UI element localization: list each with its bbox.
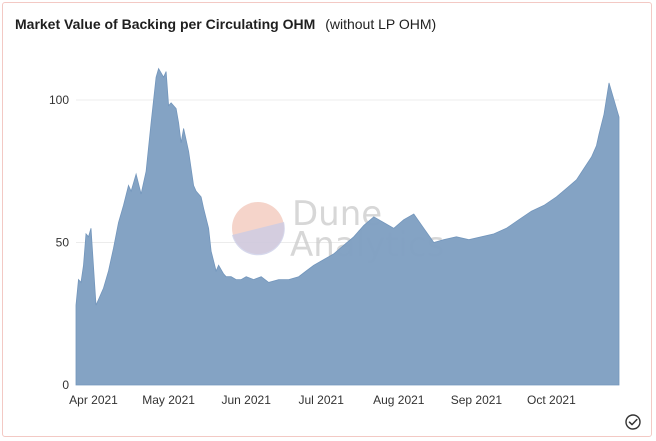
x-tick-label: Aug 2021 [373, 393, 425, 407]
chart-title: Market Value of Backing per Circulating … [15, 16, 316, 32]
x-tick-label: Oct 2021 [527, 393, 576, 407]
x-tick-label: Apr 2021 [69, 393, 118, 407]
watermark-logo-lower-half [232, 222, 285, 256]
chart-title-row: Market Value of Backing per Circulating … [15, 16, 436, 32]
y-axis-ticks: 0 50 100 [49, 93, 69, 392]
series-area [75, 67, 620, 386]
x-tick-label: May 2021 [142, 393, 195, 407]
x-tick-label: Jun 2021 [222, 393, 272, 407]
y-tick-label: 50 [56, 236, 70, 250]
check-circle-icon[interactable] [624, 413, 642, 431]
y-tick-label: 100 [49, 93, 69, 107]
x-tick-label: Sep 2021 [451, 393, 503, 407]
x-tick-label: Jul 2021 [299, 393, 345, 407]
chart-subtitle: (without LP OHM) [325, 16, 437, 32]
x-axis-ticks: Apr 2021 May 2021 Jun 2021 Jul 2021 Aug 2021… [69, 393, 576, 407]
y-tick-label: 0 [62, 378, 69, 392]
